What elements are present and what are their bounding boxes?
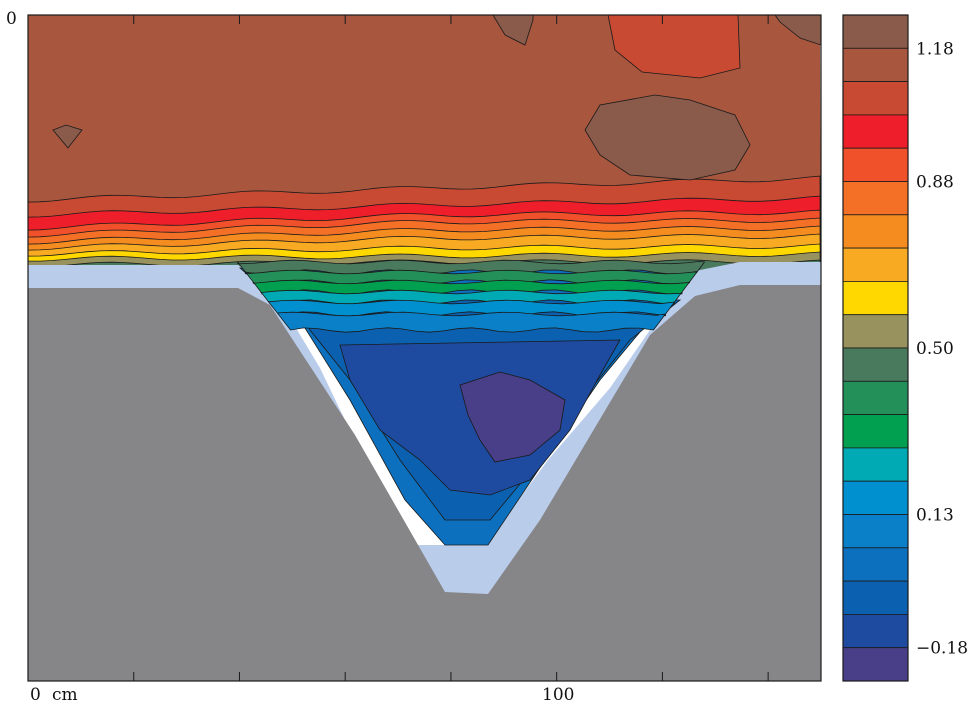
trench-top-bands [237, 259, 706, 333]
colorbar-label-0.13: 0.13 [916, 506, 954, 526]
colorbar-cell-0.05 [842, 547, 909, 582]
patch-far-right-dark [774, 15, 821, 46]
colorbar-cell-0.5 [842, 347, 909, 382]
colorbar-label-0.88: 0.88 [916, 173, 954, 193]
colorbar-label-0.5: 0.50 [916, 339, 954, 359]
colorbar-cell--0.03 [842, 580, 909, 615]
colorbar-cell-0.73 [842, 247, 909, 282]
colorbar-cell-0.88 [842, 181, 909, 216]
trench-top-band-0.34 [252, 279, 691, 295]
patch-top-right-dark [492, 15, 534, 46]
y-tick-label-0: 0 [6, 9, 17, 29]
colorbar-cell-0.8 [842, 214, 909, 249]
contour-patches [52, 15, 821, 181]
trench-top-band-0.42 [245, 269, 698, 285]
colorbar-cell-0.13 [842, 514, 909, 549]
colorbar-cell-1.1 [842, 81, 909, 116]
colorbar-cell-0.27 [842, 447, 909, 482]
colorbar-label-1.18: 1.18 [916, 39, 954, 59]
colorbar-labels: 1.18 0.88 0.50 0.13 −0.18 [916, 39, 968, 658]
x-axis-ticks [27, 15, 769, 681]
colorbar-cell-0.19 [842, 480, 909, 515]
trench-top-band-0.13 [277, 311, 667, 333]
colorbar-cell-0.57 [842, 314, 909, 349]
colorbar-cell--0.18 [842, 647, 909, 682]
colorbar [842, 14, 909, 682]
colorbar-cell-1.18 [842, 47, 909, 82]
trench-band-core [459, 371, 566, 463]
colorbar-cell-1.26 [842, 14, 909, 49]
patch-left-dark [52, 124, 83, 149]
trench-contours [238, 267, 701, 546]
colorbar-label--0.18: −0.18 [916, 639, 968, 659]
x-unit-label: cm [52, 685, 78, 703]
x-tick-label-0: 0 [30, 685, 41, 703]
patch-right-dark [584, 94, 751, 181]
colorbar-cell-0.42 [842, 380, 909, 415]
x-tick-label-100: 100 [542, 685, 574, 703]
colorbar-cell-1.03 [842, 114, 909, 149]
colorbar-cell-0.65 [842, 280, 909, 316]
trench-top-band-0.5 [237, 259, 706, 275]
colorbar-cell-0.34 [842, 414, 909, 449]
ground-region [28, 285, 821, 681]
plot-frame [27, 14, 822, 682]
colorbar-frame [842, 14, 909, 682]
colorbar-cell--0.1 [842, 614, 909, 649]
colorbar-cell-0.95 [842, 147, 909, 182]
patch-top-right-red [607, 15, 741, 79]
